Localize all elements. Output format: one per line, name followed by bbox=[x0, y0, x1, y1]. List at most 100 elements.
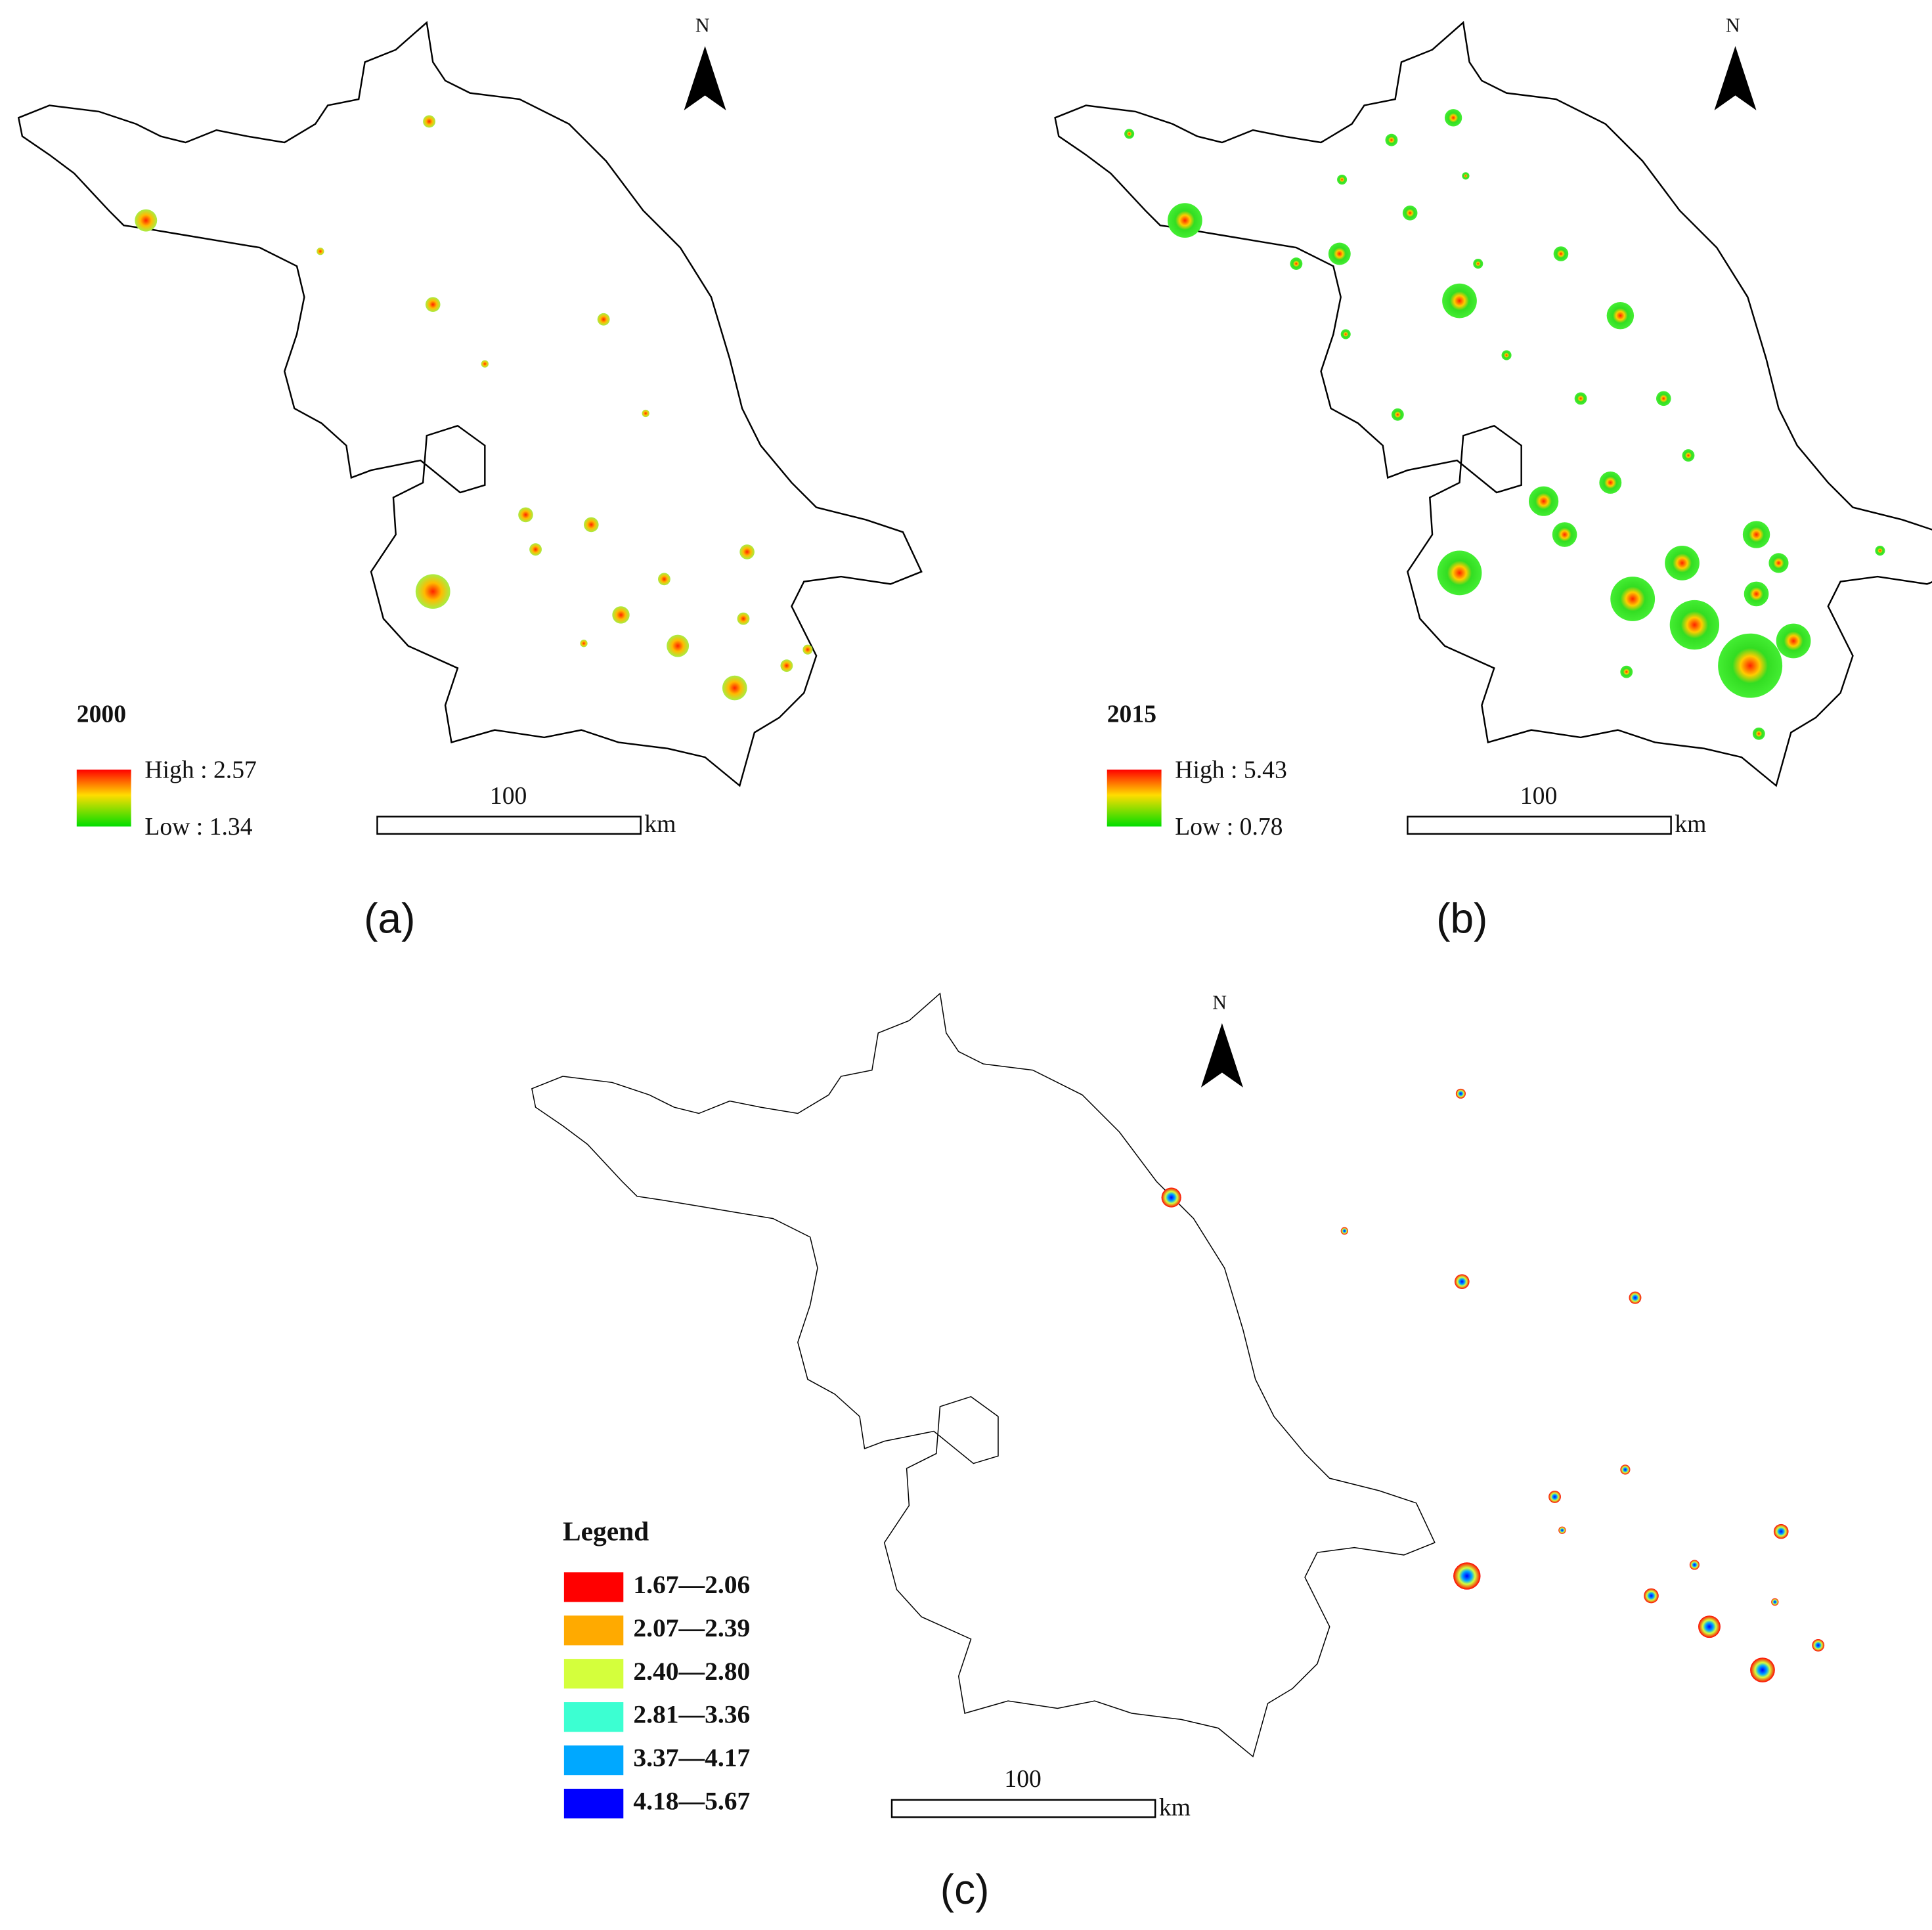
scale-label: 100 bbox=[490, 782, 527, 810]
scale-label: 100 bbox=[1520, 782, 1557, 810]
hotspot bbox=[1290, 257, 1303, 270]
hotspot bbox=[1454, 1274, 1470, 1289]
hotspot bbox=[722, 675, 747, 701]
hotspot bbox=[1548, 1490, 1561, 1503]
north-arrow bbox=[684, 46, 726, 111]
panel-caption: (b) bbox=[1436, 894, 1487, 942]
legend-year: 2015 bbox=[1107, 701, 1156, 728]
hotspot bbox=[1340, 1227, 1348, 1235]
hotspot bbox=[1455, 1088, 1466, 1099]
hotspot bbox=[1402, 206, 1418, 221]
legend-label: 2.81—3.36 bbox=[633, 1700, 750, 1729]
hotspot bbox=[1698, 1615, 1721, 1638]
hotspot bbox=[612, 606, 630, 624]
hotspot bbox=[1606, 301, 1635, 330]
hotspot bbox=[597, 313, 610, 326]
north-arrow bbox=[1714, 46, 1757, 111]
scale-unit: km bbox=[644, 810, 676, 838]
hotspot bbox=[1328, 242, 1351, 265]
hotspot bbox=[1161, 1187, 1181, 1208]
hotspot bbox=[780, 659, 793, 672]
scale-bar bbox=[1407, 816, 1672, 835]
hotspot bbox=[802, 644, 813, 655]
hotspot bbox=[1610, 577, 1656, 621]
north-label: N bbox=[695, 14, 710, 37]
scale-bar bbox=[376, 816, 642, 835]
hotspot bbox=[580, 640, 588, 647]
scale-label: 100 bbox=[1004, 1765, 1041, 1793]
legend-label: 2.40—2.80 bbox=[633, 1657, 750, 1686]
hotspot bbox=[1599, 471, 1622, 494]
hotspot bbox=[1553, 246, 1569, 261]
hotspot bbox=[1752, 727, 1765, 740]
legend-high: High : 5.43 bbox=[1175, 756, 1287, 783]
hotspot bbox=[1744, 581, 1769, 607]
panel-caption: (c) bbox=[940, 1866, 990, 1913]
color-ramp bbox=[1107, 769, 1162, 827]
hotspot bbox=[1875, 545, 1885, 556]
legend-year: 2000 bbox=[77, 701, 126, 728]
hotspot bbox=[1124, 129, 1135, 139]
hotspot bbox=[1528, 486, 1559, 516]
hotspot bbox=[1168, 203, 1202, 238]
hotspot bbox=[1750, 1657, 1775, 1682]
legend-label: 2.07—2.39 bbox=[633, 1613, 750, 1642]
hotspot bbox=[1812, 1638, 1825, 1652]
legend-swatch bbox=[563, 1572, 624, 1602]
hotspot bbox=[415, 574, 450, 609]
color-ramp bbox=[76, 769, 131, 827]
hotspot bbox=[1689, 1560, 1700, 1570]
hotspot bbox=[1773, 1524, 1789, 1539]
hotspot bbox=[425, 297, 441, 313]
north-label: N bbox=[1212, 992, 1227, 1014]
hotspot bbox=[737, 612, 750, 625]
scale-bar bbox=[890, 1799, 1156, 1818]
hotspot bbox=[658, 573, 670, 586]
panel-caption: (a) bbox=[364, 894, 415, 942]
north-label: N bbox=[1726, 14, 1740, 37]
hotspot bbox=[1337, 174, 1348, 185]
hotspot bbox=[1437, 550, 1482, 596]
hotspot bbox=[1620, 665, 1633, 678]
scale-unit: km bbox=[1675, 810, 1706, 838]
hotspot bbox=[1442, 283, 1477, 318]
hotspot bbox=[1501, 350, 1512, 361]
region-outline bbox=[17, 20, 923, 787]
hotspot bbox=[1391, 408, 1404, 421]
legend-title: Legend bbox=[563, 1516, 649, 1546]
hotspot bbox=[1473, 259, 1483, 269]
hotspot bbox=[1742, 521, 1770, 548]
hotspot bbox=[1771, 1598, 1779, 1606]
legend-swatch bbox=[563, 1659, 624, 1689]
hotspot bbox=[1718, 633, 1783, 698]
hotspot bbox=[1558, 1526, 1566, 1534]
hotspot bbox=[135, 209, 158, 232]
legend-high: High : 2.57 bbox=[144, 756, 257, 783]
legend-swatch bbox=[563, 1788, 624, 1819]
hotspot bbox=[739, 544, 755, 559]
hotspot bbox=[317, 248, 324, 255]
hotspot bbox=[1776, 623, 1811, 659]
map-panel: N 100 km (c) Legend 1.67—2.06 2.07—2.39 2.40—2.… bbox=[531, 992, 1825, 1913]
region-outline bbox=[531, 992, 1436, 1758]
legend-swatch bbox=[563, 1702, 624, 1732]
legend-swatch bbox=[563, 1745, 624, 1776]
hotspot bbox=[529, 543, 542, 556]
legend-label: 1.67—2.06 bbox=[633, 1570, 750, 1599]
hotspot bbox=[1669, 600, 1720, 650]
hotspot bbox=[1665, 545, 1700, 581]
hotspot bbox=[1453, 1562, 1481, 1590]
legend-swatch bbox=[563, 1615, 624, 1646]
legend-label: 3.37—4.17 bbox=[633, 1744, 750, 1772]
scale-unit: km bbox=[1159, 1794, 1191, 1822]
hotspot bbox=[642, 409, 649, 418]
hotspot bbox=[1682, 449, 1695, 462]
legend-label: 4.18—5.67 bbox=[633, 1787, 750, 1816]
hotspot bbox=[1385, 133, 1398, 146]
hotspot bbox=[584, 517, 599, 533]
hotspot bbox=[1340, 329, 1351, 340]
hotspot bbox=[1620, 1464, 1631, 1475]
legend-low: Low : 0.78 bbox=[1175, 813, 1283, 841]
hotspot bbox=[1644, 1588, 1659, 1604]
